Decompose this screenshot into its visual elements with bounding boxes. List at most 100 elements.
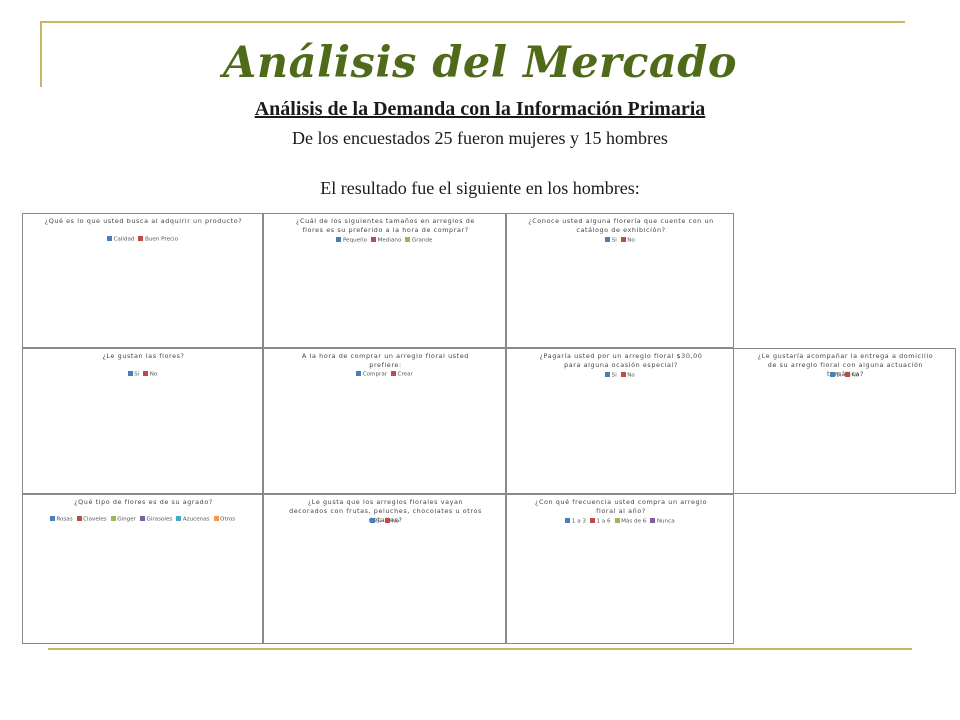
chart-legend: Si No [507,237,733,244]
legend-entry: 1 a 3 [565,518,586,525]
chart-legend: Si No [264,518,505,525]
legend-label: Crear [397,371,413,378]
chart-title: ¿Qué tipo de flores es de su agrado? [74,498,213,506]
legend-label: No [627,237,635,244]
legend-label: Si [134,371,140,378]
legend-entry: Si [127,371,140,378]
legend-label: Rosas [56,516,73,523]
legend-entry: Más de 6 [614,518,646,525]
legend-label: 1 a 6 [596,518,611,525]
legend-entry: Si [369,518,382,525]
legend-label: Si [611,237,617,244]
page-title: Análisis del Mercado [222,38,737,88]
legend-label: Mediano [377,237,402,244]
legend-label: Buen Precio [144,236,179,243]
pie-chart: 80%20% [23,214,263,348]
chart-title: ¿Pagaría usted por un arreglo floral $30… [539,352,703,369]
legend-entry: Si [605,372,617,379]
legend-entry: Si [829,372,842,379]
chart-title: ¿Qué es lo que usted busca al adquirir u… [44,217,243,225]
legend-entry: Mediano [371,237,401,244]
legend-swatch [127,371,133,376]
legend-label: Calidad [113,236,135,243]
legend-label: No [627,372,635,379]
legend-label: Girasoles [146,516,173,523]
top-rule [40,21,905,23]
chart-legend: Rosas Claveles Ginger Girasoles Azucenas Otro… [23,516,262,523]
survey-summary-text: De los encuestados 25 fueron mujeres y 1… [292,128,668,148]
legend-label: Si [376,518,382,525]
legend-entry: Pequeño [336,237,367,244]
pie-chart: 40%60% [734,349,956,494]
chart-title: ¿Le gustan las flores? [102,352,185,360]
legend-swatch [336,237,342,242]
legend-swatch [650,518,656,523]
legend-label: Ginger [117,516,136,523]
chart-legend: Si No [734,372,955,379]
legend-label: Otros [220,516,236,523]
legend-swatch [605,372,611,377]
chart-title: ¿Cuál de los siguientes tamaños en arreg… [296,217,475,234]
pie-chart: 40%60% [507,214,734,348]
legend-swatch [829,372,835,377]
chart-panel-4: ¿Le gustan las flores? Si No 80% 20% [22,348,263,494]
chart-panel-7: ¿Le gustaría acompañar la entrega a domi… [733,348,956,494]
legend-entry: No [620,372,635,379]
legend-label: Si [611,372,617,379]
legend-label: Comprar [362,371,388,378]
legend-entry: Si [605,237,617,244]
legend-swatch [620,372,626,377]
legend-swatch [371,237,377,242]
legend-entry: No [385,518,399,525]
legend-entry: Buen Precio [138,236,178,243]
legend-swatch [176,516,182,521]
pie-chart: 40%33%20%7% [507,495,734,644]
legend-label: No [391,518,400,525]
legend-entry: Comprar [356,371,387,378]
pie-chart: 27%7%0%27%7%32% [23,495,263,644]
legend-label: Pequeño [342,237,368,244]
chart-title: ¿Le gustaría acompañar la entrega a domi… [757,352,934,378]
legend-entry: Grande [405,237,433,244]
pie-chart: 80%20% [23,349,263,494]
chart-legend: Pequeño Mediano Grande [264,237,505,244]
chart-panel-2: ¿Cuál de los siguientes tamaños en arreg… [263,213,506,348]
chart-panel-8: ¿Qué tipo de flores es de su agrado? Rosa… [22,494,263,644]
legend-entry: Girasoles [139,516,173,523]
legend-swatch [143,371,149,376]
left-rule [40,21,42,87]
result-intro-text: El resultado fue el siguiente en los hom… [320,178,640,198]
chart-panel-3: ¿Conoce usted alguna florería que cuente… [506,213,734,348]
legend-entry: Nunca [650,518,675,525]
legend-swatch [405,237,411,242]
chart-title: A la hora de comprar un arreglo floral u… [302,352,469,369]
legend-swatch [369,518,375,523]
chart-panel-10: ¿Con qué frecuencia usted compra un arre… [506,494,734,644]
chart-panel-1: ¿Qué es lo que usted busca al adquirir u… [22,213,263,348]
legend-swatch [356,371,362,376]
legend-label: Grande [411,237,433,244]
pie-chart: 80%20% [264,349,506,494]
legend-entry: Otros [213,516,236,523]
legend-label: Claveles [83,516,107,523]
bottom-rule [48,648,912,650]
legend-label: Azucenas [182,516,210,523]
chart-legend: Si No [507,372,733,379]
chart-title: ¿Con qué frecuencia usted compra un arre… [534,498,708,515]
legend-label: No [149,371,158,378]
pie-chart: 7%73%20% [264,214,506,348]
legend-swatch [385,518,391,523]
legend-swatch [139,516,145,521]
legend-entry: Calidad [106,236,135,243]
chart-legend: Si No [23,371,262,378]
legend-swatch [845,372,851,377]
legend-swatch [620,237,626,242]
legend-entry: Azucenas [176,516,210,523]
legend-swatch [589,518,595,523]
legend-label: Si [836,372,842,379]
legend-swatch [76,516,82,521]
legend-entry: Ginger [110,516,136,523]
pie-chart: 67%33% [264,495,506,644]
legend-entry: 1 a 6 [589,518,611,525]
legend-label: 1 a 3 [571,518,586,525]
